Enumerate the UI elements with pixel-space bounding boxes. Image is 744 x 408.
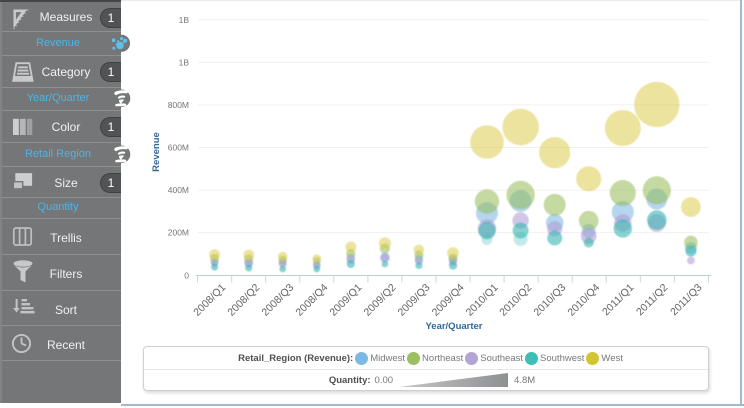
svg-text:Year/Quarter: Year/Quarter bbox=[425, 321, 482, 332]
svg-text:2009/Q2: 2009/Q2 bbox=[362, 282, 399, 319]
svg-text:2009/Q4: 2009/Q4 bbox=[430, 282, 467, 319]
svg-text:2008/Q4: 2008/Q4 bbox=[293, 282, 330, 319]
svg-text:2010/Q1: 2010/Q1 bbox=[464, 282, 501, 319]
svg-text:800M: 800M bbox=[168, 100, 189, 110]
svg-text:2008/Q2: 2008/Q2 bbox=[225, 282, 262, 319]
svg-text:2009/Q3: 2009/Q3 bbox=[396, 282, 433, 319]
svg-text:2010/Q2: 2010/Q2 bbox=[497, 282, 534, 319]
svg-text:Revenue: Revenue bbox=[151, 132, 162, 172]
svg-text:2008/Q3: 2008/Q3 bbox=[259, 282, 296, 319]
svg-text:2011/Q3: 2011/Q3 bbox=[668, 282, 705, 319]
svg-text:1B: 1B bbox=[179, 57, 190, 67]
svg-text:2008/Q1: 2008/Q1 bbox=[191, 282, 228, 319]
svg-text:200M: 200M bbox=[168, 228, 189, 238]
svg-text:2010/Q4: 2010/Q4 bbox=[565, 282, 602, 319]
svg-text:400M: 400M bbox=[168, 185, 189, 195]
svg-text:0: 0 bbox=[184, 271, 189, 281]
svg-text:2011/Q1: 2011/Q1 bbox=[600, 282, 637, 319]
svg-text:600M: 600M bbox=[168, 143, 189, 153]
svg-text:2009/Q1: 2009/Q1 bbox=[327, 282, 364, 319]
svg-text:1B: 1B bbox=[179, 15, 190, 25]
svg-text:2010/Q3: 2010/Q3 bbox=[531, 282, 568, 319]
svg-text:2011/Q2: 2011/Q2 bbox=[634, 282, 671, 319]
